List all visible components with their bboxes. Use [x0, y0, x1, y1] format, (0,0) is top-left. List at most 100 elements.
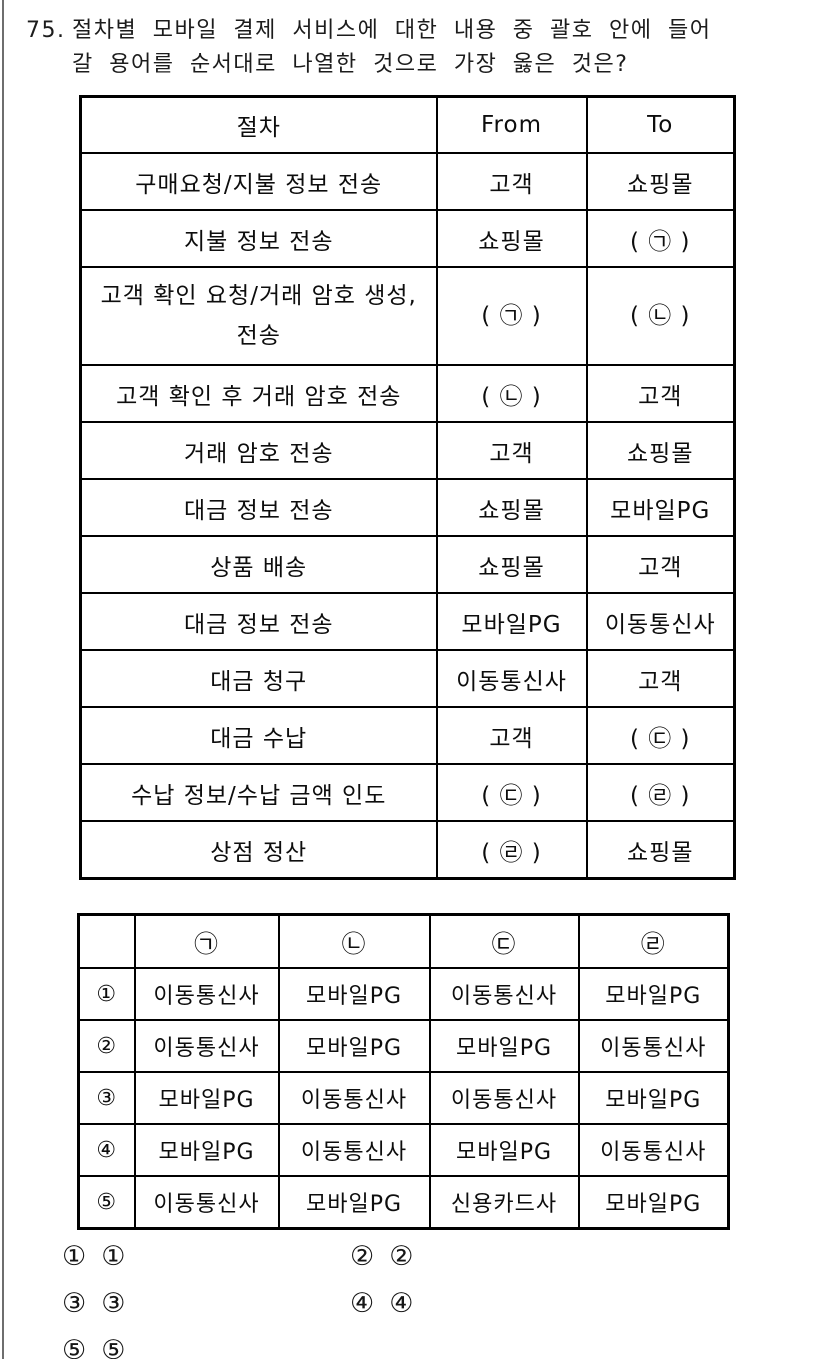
option-cell: 모바일PG — [133, 1123, 280, 1177]
to-cell: 고객 — [585, 649, 736, 708]
page-left-divider — [2, 0, 4, 1359]
procedure-cell: 대금 정보 전송 — [79, 592, 438, 651]
procedure-cell: 지불 정보 전송 — [79, 209, 438, 268]
to-cell: 이동통신사 — [585, 592, 736, 651]
option-cell: 모바일PG — [577, 967, 730, 1021]
procedure-cell: 고객 확인 후 거래 암호 전송 — [79, 364, 438, 423]
options-header-nieun: ㉡ — [277, 913, 431, 969]
to-cell: 쇼핑몰 — [585, 421, 736, 480]
answer-choices: ① ① ② ② ③ ③ ④ ④ ⑤ ⑤ — [62, 1240, 582, 1359]
from-cell: 고객 — [435, 421, 588, 480]
choice-marker: ④ — [350, 1287, 375, 1319]
option-cell: 모바일PG — [277, 1019, 431, 1073]
procedure-cell: 상품 배송 — [79, 535, 438, 594]
choice-value: ④ — [389, 1287, 414, 1319]
from-cell: ( ㉠ ) — [435, 266, 588, 366]
option-cell: 모바일PG — [277, 967, 431, 1021]
table-row: 상점 정산 ( ㉣ ) 쇼핑몰 — [79, 820, 736, 880]
table-row: 고객 확인 요청/거래 암호 생성, 전송 ( ㉠ ) ( ㉡ ) — [79, 266, 736, 366]
procedure-header-step: 절차 — [79, 95, 438, 154]
table-row: ② 이동통신사 모바일PG 모바일PG 이동통신사 — [77, 1019, 730, 1073]
answer-choice-4[interactable]: ④ ④ — [350, 1287, 582, 1319]
options-matrix-table: ㉠ ㉡ ㉢ ㉣ ① 이동통신사 모바일PG 이동통신사 모바일PG ② 이동통신… — [77, 913, 730, 1230]
option-cell: 모바일PG — [577, 1175, 730, 1230]
option-cell: 이동통신사 — [577, 1019, 730, 1073]
options-table-header-row: ㉠ ㉡ ㉢ ㉣ — [77, 913, 730, 969]
from-cell: 고객 — [435, 152, 588, 211]
choice-value: ⑤ — [101, 1334, 126, 1359]
option-cell: 이동통신사 — [577, 1123, 730, 1177]
procedure-cell: 상점 정산 — [79, 820, 438, 880]
question-number: 75. — [26, 18, 66, 43]
table-row: 대금 정보 전송 쇼핑몰 모바일PG — [79, 478, 736, 537]
question-text-line2: 갈 용어를 순서대로 나열한 것으로 가장 옳은 것은? — [72, 52, 629, 77]
option-cell: 신용카드사 — [428, 1175, 580, 1230]
option-row-label: ② — [77, 1019, 136, 1073]
procedure-cell: 수납 정보/수납 금액 인도 — [79, 763, 438, 822]
choice-value: ① — [101, 1240, 126, 1272]
option-row-label: ① — [77, 967, 136, 1021]
table-row: ④ 모바일PG 이동통신사 모바일PG 이동통신사 — [77, 1123, 730, 1177]
question-block: 75. 절차별 모바일 결제 서비스에 대한 내용 중 괄호 안에 들어 갈 용… — [26, 14, 796, 82]
procedure-header-to: To — [585, 95, 736, 154]
table-row: 지불 정보 전송 쇼핑몰 ( ㉠ ) — [79, 209, 736, 268]
option-cell: 이동통신사 — [133, 1019, 280, 1073]
procedure-table-header-row: 절차 From To — [79, 95, 736, 154]
table-row: 대금 수납 고객 ( ㉢ ) — [79, 706, 736, 765]
answer-choice-3[interactable]: ③ ③ — [62, 1287, 350, 1319]
to-cell: ( ㉢ ) — [585, 706, 736, 765]
choice-value: ③ — [101, 1287, 126, 1319]
table-row: 대금 정보 전송 모바일PG 이동통신사 — [79, 592, 736, 651]
procedure-cell: 고객 확인 요청/거래 암호 생성, 전송 — [79, 266, 438, 366]
procedure-header-from: From — [435, 95, 588, 154]
to-cell: ( ㉣ ) — [585, 763, 736, 822]
option-cell: 모바일PG — [577, 1071, 730, 1125]
procedure-cell: 거래 암호 전송 — [79, 421, 438, 480]
from-cell: 모바일PG — [435, 592, 588, 651]
table-row: 고객 확인 후 거래 암호 전송 ( ㉡ ) 고객 — [79, 364, 736, 423]
option-cell: 모바일PG — [133, 1071, 280, 1125]
table-row: 상품 배송 쇼핑몰 고객 — [79, 535, 736, 594]
procedure-cell: 구매요청/지불 정보 전송 — [79, 152, 438, 211]
from-cell: 쇼핑몰 — [435, 209, 588, 268]
to-cell: 고객 — [585, 535, 736, 594]
to-cell: 쇼핑몰 — [585, 820, 736, 880]
to-cell: 고객 — [585, 364, 736, 423]
answer-choice-1[interactable]: ① ① — [62, 1240, 350, 1272]
options-header-blank — [77, 913, 136, 969]
option-cell: 이동통신사 — [277, 1071, 431, 1125]
option-cell: 이동통신사 — [133, 1175, 280, 1230]
to-cell: ( ㉠ ) — [585, 209, 736, 268]
table-row: 대금 청구 이동통신사 고객 — [79, 649, 736, 708]
option-cell: 이동통신사 — [428, 1071, 580, 1125]
choice-marker: ② — [350, 1240, 375, 1272]
question-text-line1: 절차별 모바일 결제 서비스에 대한 내용 중 괄호 안에 들어 — [72, 18, 712, 43]
table-row: ① 이동통신사 모바일PG 이동통신사 모바일PG — [77, 967, 730, 1021]
answer-choice-2[interactable]: ② ② — [350, 1240, 582, 1272]
procedure-table: 절차 From To 구매요청/지불 정보 전송 고객 쇼핑몰 지불 정보 전송… — [79, 95, 736, 880]
table-row: 수납 정보/수납 금액 인도 ( ㉢ ) ( ㉣ ) — [79, 763, 736, 822]
option-row-label: ③ — [77, 1071, 136, 1125]
option-cell: 이동통신사 — [428, 967, 580, 1021]
options-header-rieul: ㉣ — [577, 913, 730, 969]
question-text: 절차별 모바일 결제 서비스에 대한 내용 중 괄호 안에 들어 갈 용어를 순… — [72, 14, 796, 82]
from-cell: 고객 — [435, 706, 588, 765]
procedure-cell: 대금 수납 — [79, 706, 438, 765]
choice-marker: ⑤ — [62, 1334, 87, 1359]
answer-choice-5[interactable]: ⑤ ⑤ — [62, 1334, 350, 1359]
option-row-label: ④ — [77, 1123, 136, 1177]
option-cell: 모바일PG — [428, 1123, 580, 1177]
choice-marker: ③ — [62, 1287, 87, 1319]
choice-marker: ① — [62, 1240, 87, 1272]
procedure-cell: 대금 청구 — [79, 649, 438, 708]
option-row-label: ⑤ — [77, 1175, 136, 1230]
option-cell: 이동통신사 — [277, 1123, 431, 1177]
options-header-digeut: ㉢ — [428, 913, 580, 969]
table-row: ⑤ 이동통신사 모바일PG 신용카드사 모바일PG — [77, 1175, 730, 1230]
from-cell: 쇼핑몰 — [435, 535, 588, 594]
choice-value: ② — [389, 1240, 414, 1272]
table-row: ③ 모바일PG 이동통신사 이동통신사 모바일PG — [77, 1071, 730, 1125]
option-cell: 이동통신사 — [133, 967, 280, 1021]
procedure-cell: 대금 정보 전송 — [79, 478, 438, 537]
